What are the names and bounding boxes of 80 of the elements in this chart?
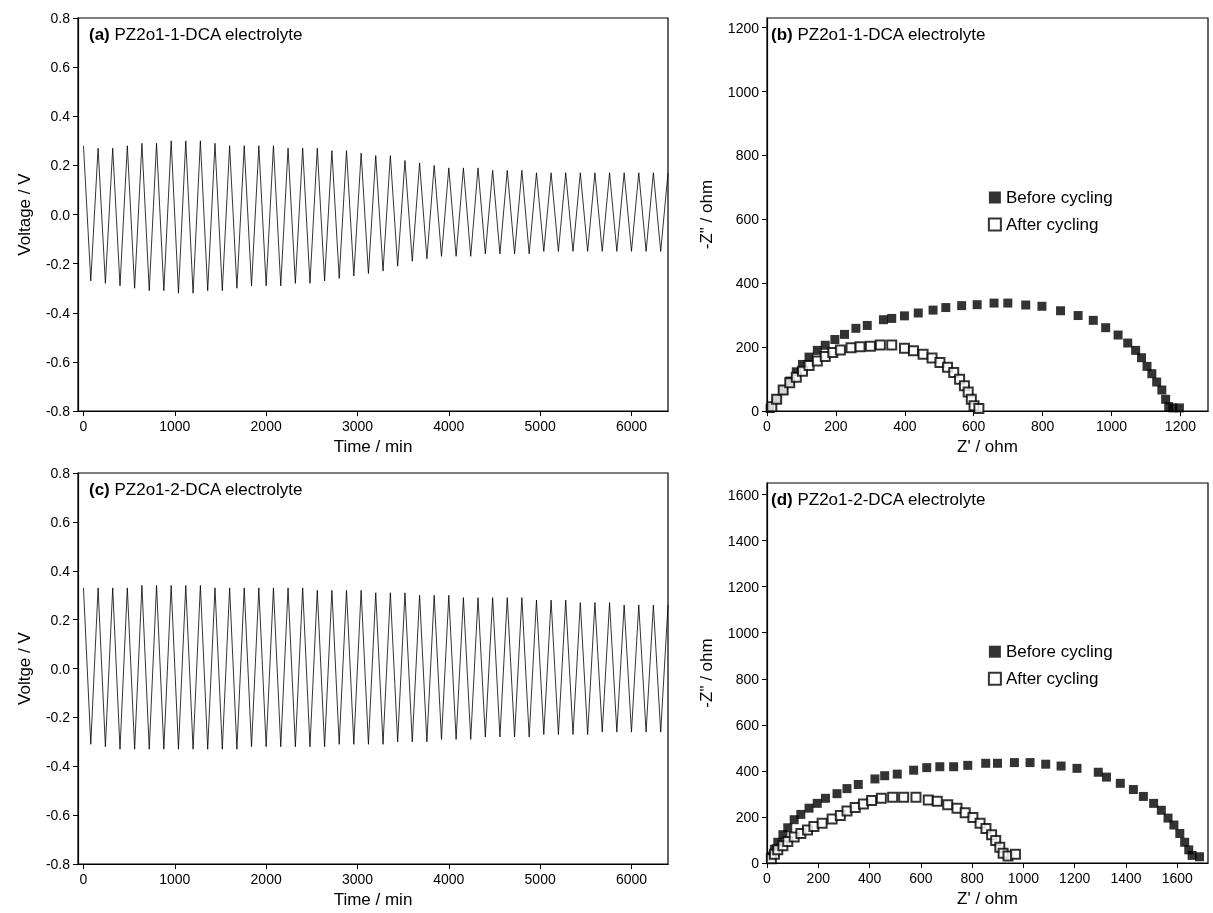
y-tick-label: 0.6 xyxy=(50,513,71,530)
x-tick-label: 600 xyxy=(909,870,933,886)
y-tick-label: -0.8 xyxy=(45,856,71,873)
y-tick-label: -0.4 xyxy=(45,304,71,321)
x-tick-label: 0 xyxy=(763,870,772,886)
y-tick-label: 0.6 xyxy=(50,59,71,76)
x-tick-label: 1000 xyxy=(1007,870,1040,886)
x-tick-label: 2000 xyxy=(250,418,282,435)
x-tick-label: 1600 xyxy=(1161,870,1194,886)
y-tick-label: 0.8 xyxy=(50,465,71,481)
x-tick-label: 600 xyxy=(962,418,986,435)
y-tick-label: 600 xyxy=(735,211,760,228)
y-tick-label: -0.4 xyxy=(45,758,71,775)
x-tick-label: 0 xyxy=(763,418,772,435)
y-tick-label: 1200 xyxy=(727,19,760,36)
y-axis-title: Voltge / V xyxy=(15,631,34,705)
y-tick-label: 0 xyxy=(751,403,760,420)
x-tick-label: 400 xyxy=(857,870,882,886)
y-tick-label: 0 xyxy=(751,855,760,871)
y-tick-label: 1000 xyxy=(727,83,760,100)
y-tick-label: 1000 xyxy=(727,624,760,641)
x-tick-label: 5000 xyxy=(524,871,556,888)
x-axis-title: Time / min xyxy=(333,890,413,909)
y-tick-label: -0.2 xyxy=(45,255,71,272)
y-tick-label: 0.4 xyxy=(50,108,71,125)
y-axis-title: -Z" / ohm xyxy=(697,638,716,708)
x-tick-label: 1000 xyxy=(159,871,191,888)
chart-title: (d) PZ2o1-2-DCA electrolyte xyxy=(771,490,986,509)
y-tick-label: 0.2 xyxy=(50,611,71,628)
x-axis-title: Time / min xyxy=(333,437,413,456)
x-tick-label: 200 xyxy=(806,870,831,886)
x-tick-label: 1000 xyxy=(159,418,191,435)
chart-title: (c) PZ2o1-2-DCA electrolyte xyxy=(89,480,303,499)
y-axis-title: -Z" / ohm xyxy=(697,179,716,250)
x-tick-label: 1200 xyxy=(1164,418,1197,435)
chart-title: (a) PZ2o1-1-DCA electrolyte xyxy=(89,25,303,44)
y-tick-label: 400 xyxy=(735,762,760,779)
x-tick-label: 3000 xyxy=(341,418,374,435)
y-axis-title: Voltage / V xyxy=(15,172,34,256)
y-tick-label: 1600 xyxy=(727,486,760,503)
x-tick-label: 0 xyxy=(79,871,88,888)
x-tick-label: 4000 xyxy=(433,418,465,435)
x-tick-label: 3000 xyxy=(341,871,374,888)
x-tick-label: 1400 xyxy=(1110,870,1142,886)
x-tick-label: 800 xyxy=(1030,418,1055,435)
x-tick-label: 2000 xyxy=(250,871,282,888)
x-tick-label: 5000 xyxy=(524,418,556,435)
legend-label: After cycling xyxy=(1005,215,1099,234)
y-tick-label: 0.2 xyxy=(50,157,71,174)
y-tick-label: 0.0 xyxy=(50,206,71,223)
y-tick-label: 200 xyxy=(735,808,760,825)
y-tick-label: 600 xyxy=(735,716,760,733)
y-tick-label: -0.8 xyxy=(45,403,71,420)
x-tick-label: 400 xyxy=(893,418,917,435)
y-tick-label: 800 xyxy=(735,670,760,687)
x-tick-label: 1200 xyxy=(1059,870,1091,886)
y-tick-label: 0.8 xyxy=(50,10,71,26)
y-tick-label: 400 xyxy=(735,275,760,292)
y-tick-label: -0.6 xyxy=(45,353,71,370)
y-tick-label: 1200 xyxy=(727,578,760,595)
x-tick-label: 6000 xyxy=(615,871,648,888)
x-axis-title: Z' / ohm xyxy=(957,437,1018,456)
x-axis-title: Z' / ohm xyxy=(957,888,1018,908)
y-tick-label: -0.2 xyxy=(45,709,71,726)
y-tick-label: -0.6 xyxy=(45,807,71,824)
y-tick-label: 200 xyxy=(735,339,760,356)
chart-title: (b) PZ2o1-1-DCA electrolyte xyxy=(771,25,986,44)
y-tick-label: 0.4 xyxy=(50,562,71,579)
x-tick-label: 4000 xyxy=(433,871,465,888)
legend-label: After cycling xyxy=(1005,669,1099,689)
x-tick-label: 6000 xyxy=(615,418,648,435)
y-tick-label: 1400 xyxy=(727,532,760,549)
x-tick-label: 800 xyxy=(960,870,985,886)
y-tick-label: 800 xyxy=(735,147,760,164)
x-tick-label: 0 xyxy=(79,418,88,435)
legend-label: Before cycling xyxy=(1005,642,1113,662)
x-tick-label: 1000 xyxy=(1095,418,1128,435)
legend-label: Before cycling xyxy=(1005,188,1113,207)
y-tick-label: 0.0 xyxy=(50,660,71,677)
x-tick-label: 200 xyxy=(824,418,848,435)
